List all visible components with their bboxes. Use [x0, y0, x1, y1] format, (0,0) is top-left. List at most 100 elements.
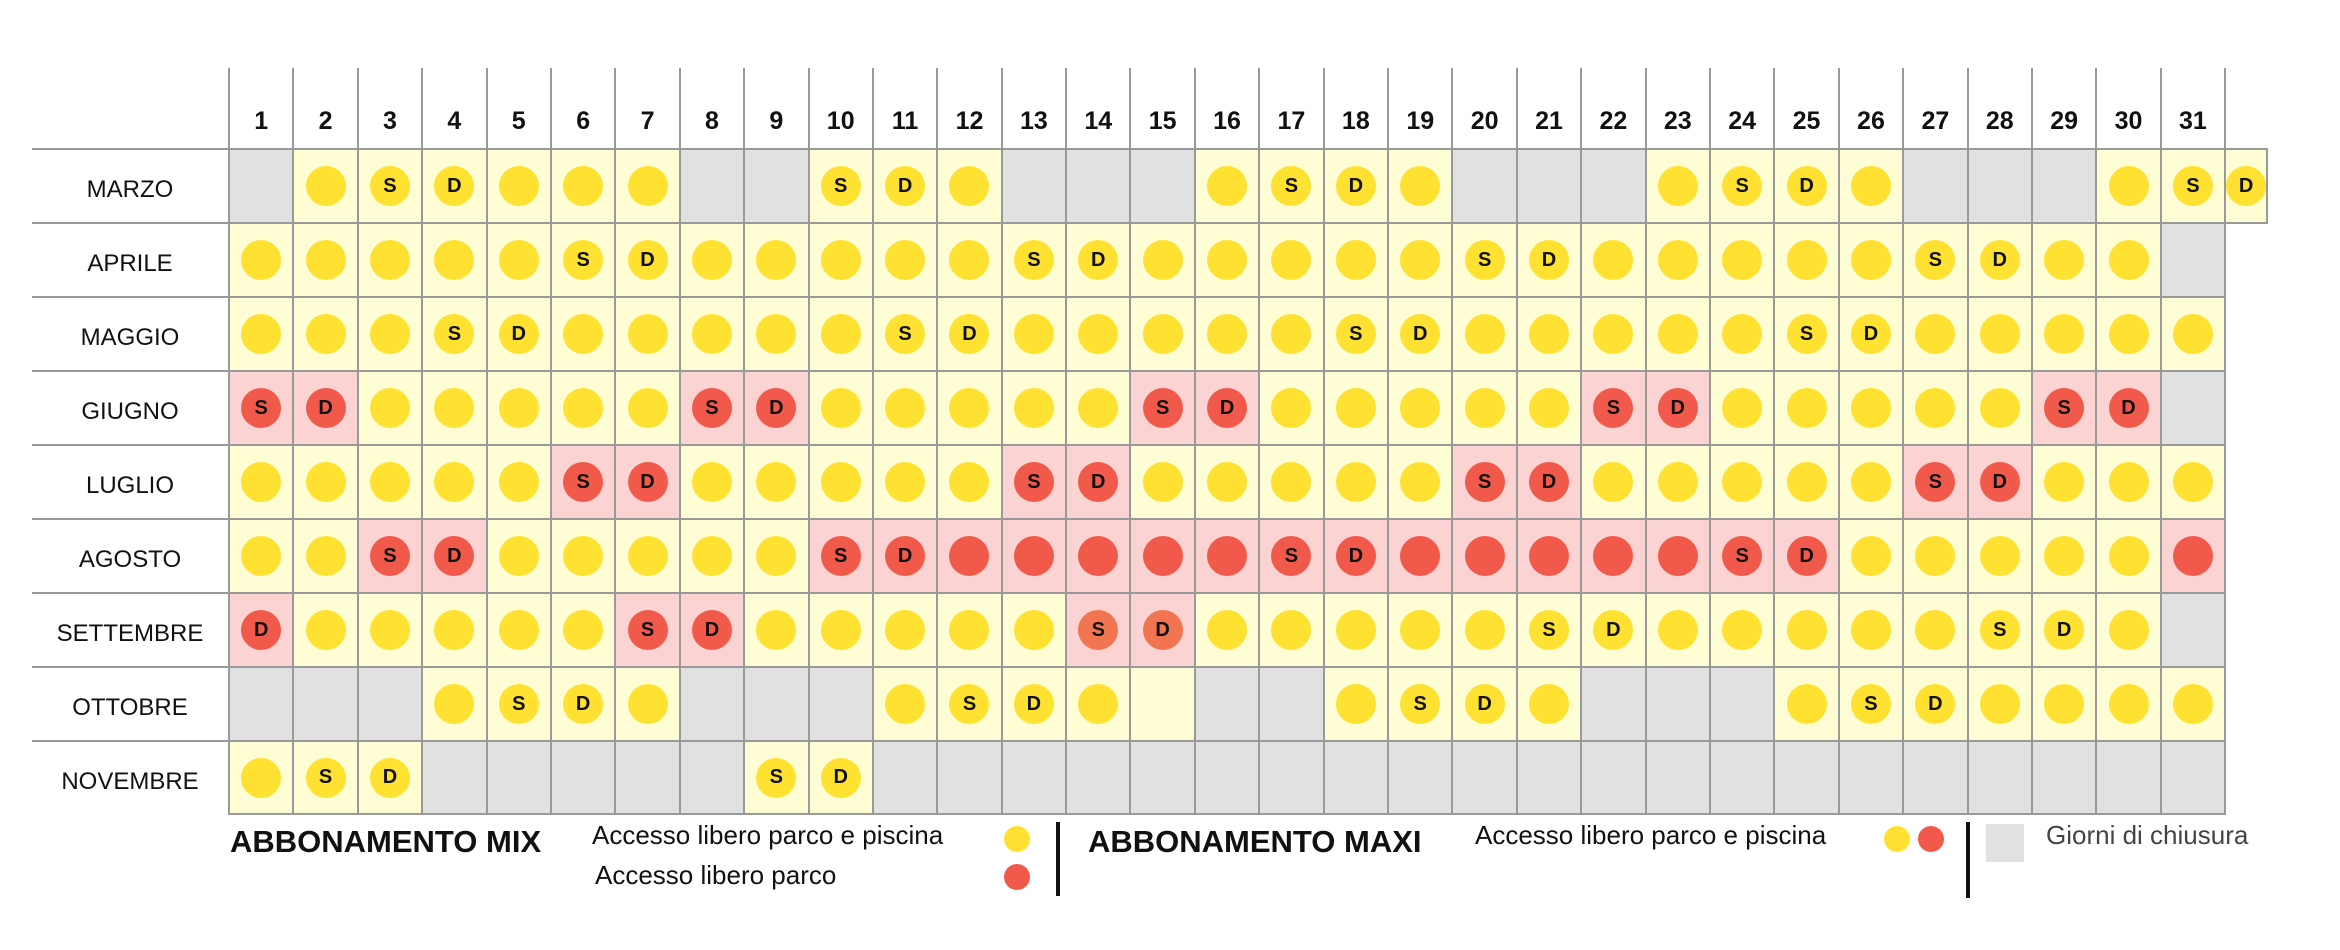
day-cell: D: [2030, 592, 2098, 668]
yellow-dot-icon: D: [2226, 166, 2267, 206]
day-cell: [1515, 518, 1583, 594]
day-cell: [1966, 370, 2033, 446]
day-cell: D: [2095, 370, 2162, 446]
day-cell: S: [1708, 518, 1776, 594]
day-cell: [2095, 518, 2162, 594]
yellow-dot-icon: [1078, 684, 1119, 724]
red-dot-icon: [1142, 536, 1183, 576]
red-dot-icon: S: [2044, 388, 2085, 428]
closed-day-cell: [1065, 148, 1132, 224]
yellow-dot-icon: S: [563, 240, 604, 280]
yellow-dot-icon: [1786, 388, 1827, 428]
day-cell: D: [485, 296, 552, 372]
day-cell: [614, 518, 681, 594]
day-cell: [1773, 222, 1840, 298]
yellow-dot-icon: [627, 388, 668, 428]
day-cell: [1837, 222, 1905, 298]
yellow-dot-icon: S: [498, 684, 539, 724]
yellow-dot-icon: [1004, 826, 1030, 852]
yellow-dot-icon: [1722, 462, 1763, 502]
day-cell: D: [1966, 222, 2033, 298]
legend: ABBONAMENTO MIX Accesso libero parco e p…: [0, 800, 2340, 920]
day-header: 12: [937, 68, 1003, 149]
yellow-dot-icon: [1979, 684, 2020, 724]
closed-day-cell: [678, 148, 746, 224]
day-cell: [1966, 296, 2033, 372]
yellow-dot-icon: [949, 240, 990, 280]
day-cell: [1000, 592, 1068, 668]
day-header: 25: [1774, 68, 1840, 149]
day-cell: S: [356, 518, 424, 594]
yellow-dot-icon: [434, 462, 475, 502]
calendar-grid: 1 2 3 4 5 6 7 8 9 10 11 12 13 14 15 16 17 18 19 20 21 22 23 24 2…: [32, 68, 2269, 815]
red-dot-icon: S: [1593, 388, 1634, 428]
day-cell: D: [292, 370, 359, 446]
day-cell: [614, 370, 681, 446]
day-cell: S: [1773, 296, 1840, 372]
day-cell: [1258, 592, 1325, 668]
day-cell: S: [1451, 222, 1518, 298]
red-dot-icon: S: [1271, 536, 1312, 576]
day-cell: [1387, 370, 1454, 446]
day-cell: [1451, 592, 1518, 668]
day-header: 26: [1838, 68, 1905, 149]
yellow-dot-icon: [1464, 314, 1505, 354]
day-cell: [1129, 222, 1196, 298]
yellow-dot-icon: D: [1915, 684, 1956, 724]
yellow-dot-icon: S: [756, 757, 797, 798]
red-dot-icon: [1657, 536, 1698, 576]
day-cell: [871, 370, 939, 446]
day-cell: S: [743, 740, 810, 815]
day-header: 30: [2096, 68, 2162, 149]
yellow-dot-icon: D: [820, 757, 861, 798]
red-dot-icon: S: [627, 610, 668, 650]
day-cell: [549, 296, 617, 372]
red-dot-icon: D: [1078, 462, 1119, 502]
yellow-dot-icon: [1078, 388, 1119, 428]
yellow-dot-icon: [498, 388, 539, 428]
yellow-dot-icon: [369, 462, 410, 502]
month-row: GIUGNO S D S D S D S D S D: [32, 370, 2267, 446]
day-cell: [1129, 666, 1196, 742]
yellow-dot-icon: [756, 314, 797, 354]
yellow-dot-icon: S: [434, 314, 475, 354]
red-dot-icon: S: [241, 388, 282, 428]
day-cell: [1322, 592, 1390, 668]
yellow-dot-icon: [1400, 610, 1441, 650]
day-cell: [421, 592, 488, 668]
yellow-dot-icon: [885, 388, 926, 428]
day-header: 27: [1903, 68, 1969, 149]
day-cell: [1515, 370, 1583, 446]
yellow-dot-icon: [2108, 536, 2149, 576]
month-label: LUGLIO: [32, 444, 230, 519]
day-cell: [1387, 592, 1454, 668]
day-cell: D: [1515, 444, 1583, 520]
day-cell: D: [1129, 592, 1196, 668]
day-cell: [2095, 444, 2162, 520]
yellow-dot-icon: [2044, 684, 2085, 724]
closed-day-cell: [807, 666, 874, 742]
day-cell: D: [1065, 444, 1132, 520]
day-cell: [1065, 296, 1132, 372]
day-header-row: 1 2 3 4 5 6 7 8 9 10 11 12 13 14 15 16 17 18 19 20 21 22 23 24 2…: [32, 68, 2267, 149]
yellow-dot-icon: [1884, 826, 1910, 852]
day-cell: [871, 666, 939, 742]
yellow-dot-icon: [1850, 462, 1891, 502]
yellow-dot-icon: [1722, 388, 1763, 428]
day-cell: [1065, 370, 1132, 446]
day-cell: S: [227, 370, 295, 446]
yellow-dot-icon: S: [369, 166, 410, 206]
day-cell: [1322, 666, 1390, 742]
day-cell: D: [871, 518, 939, 594]
yellow-dot-icon: [820, 388, 861, 428]
day-cell: [1773, 592, 1840, 668]
day-header: 3: [357, 68, 424, 149]
day-cell: [1966, 666, 2033, 742]
day-cell: D: [678, 592, 746, 668]
yellow-dot-icon: [2172, 314, 2213, 354]
yellow-dot-icon: [563, 314, 604, 354]
yellow-dot-icon: [1464, 388, 1505, 428]
day-cell: [292, 148, 359, 224]
day-cell: [1387, 222, 1454, 298]
yellow-dot-icon: [1142, 462, 1183, 502]
